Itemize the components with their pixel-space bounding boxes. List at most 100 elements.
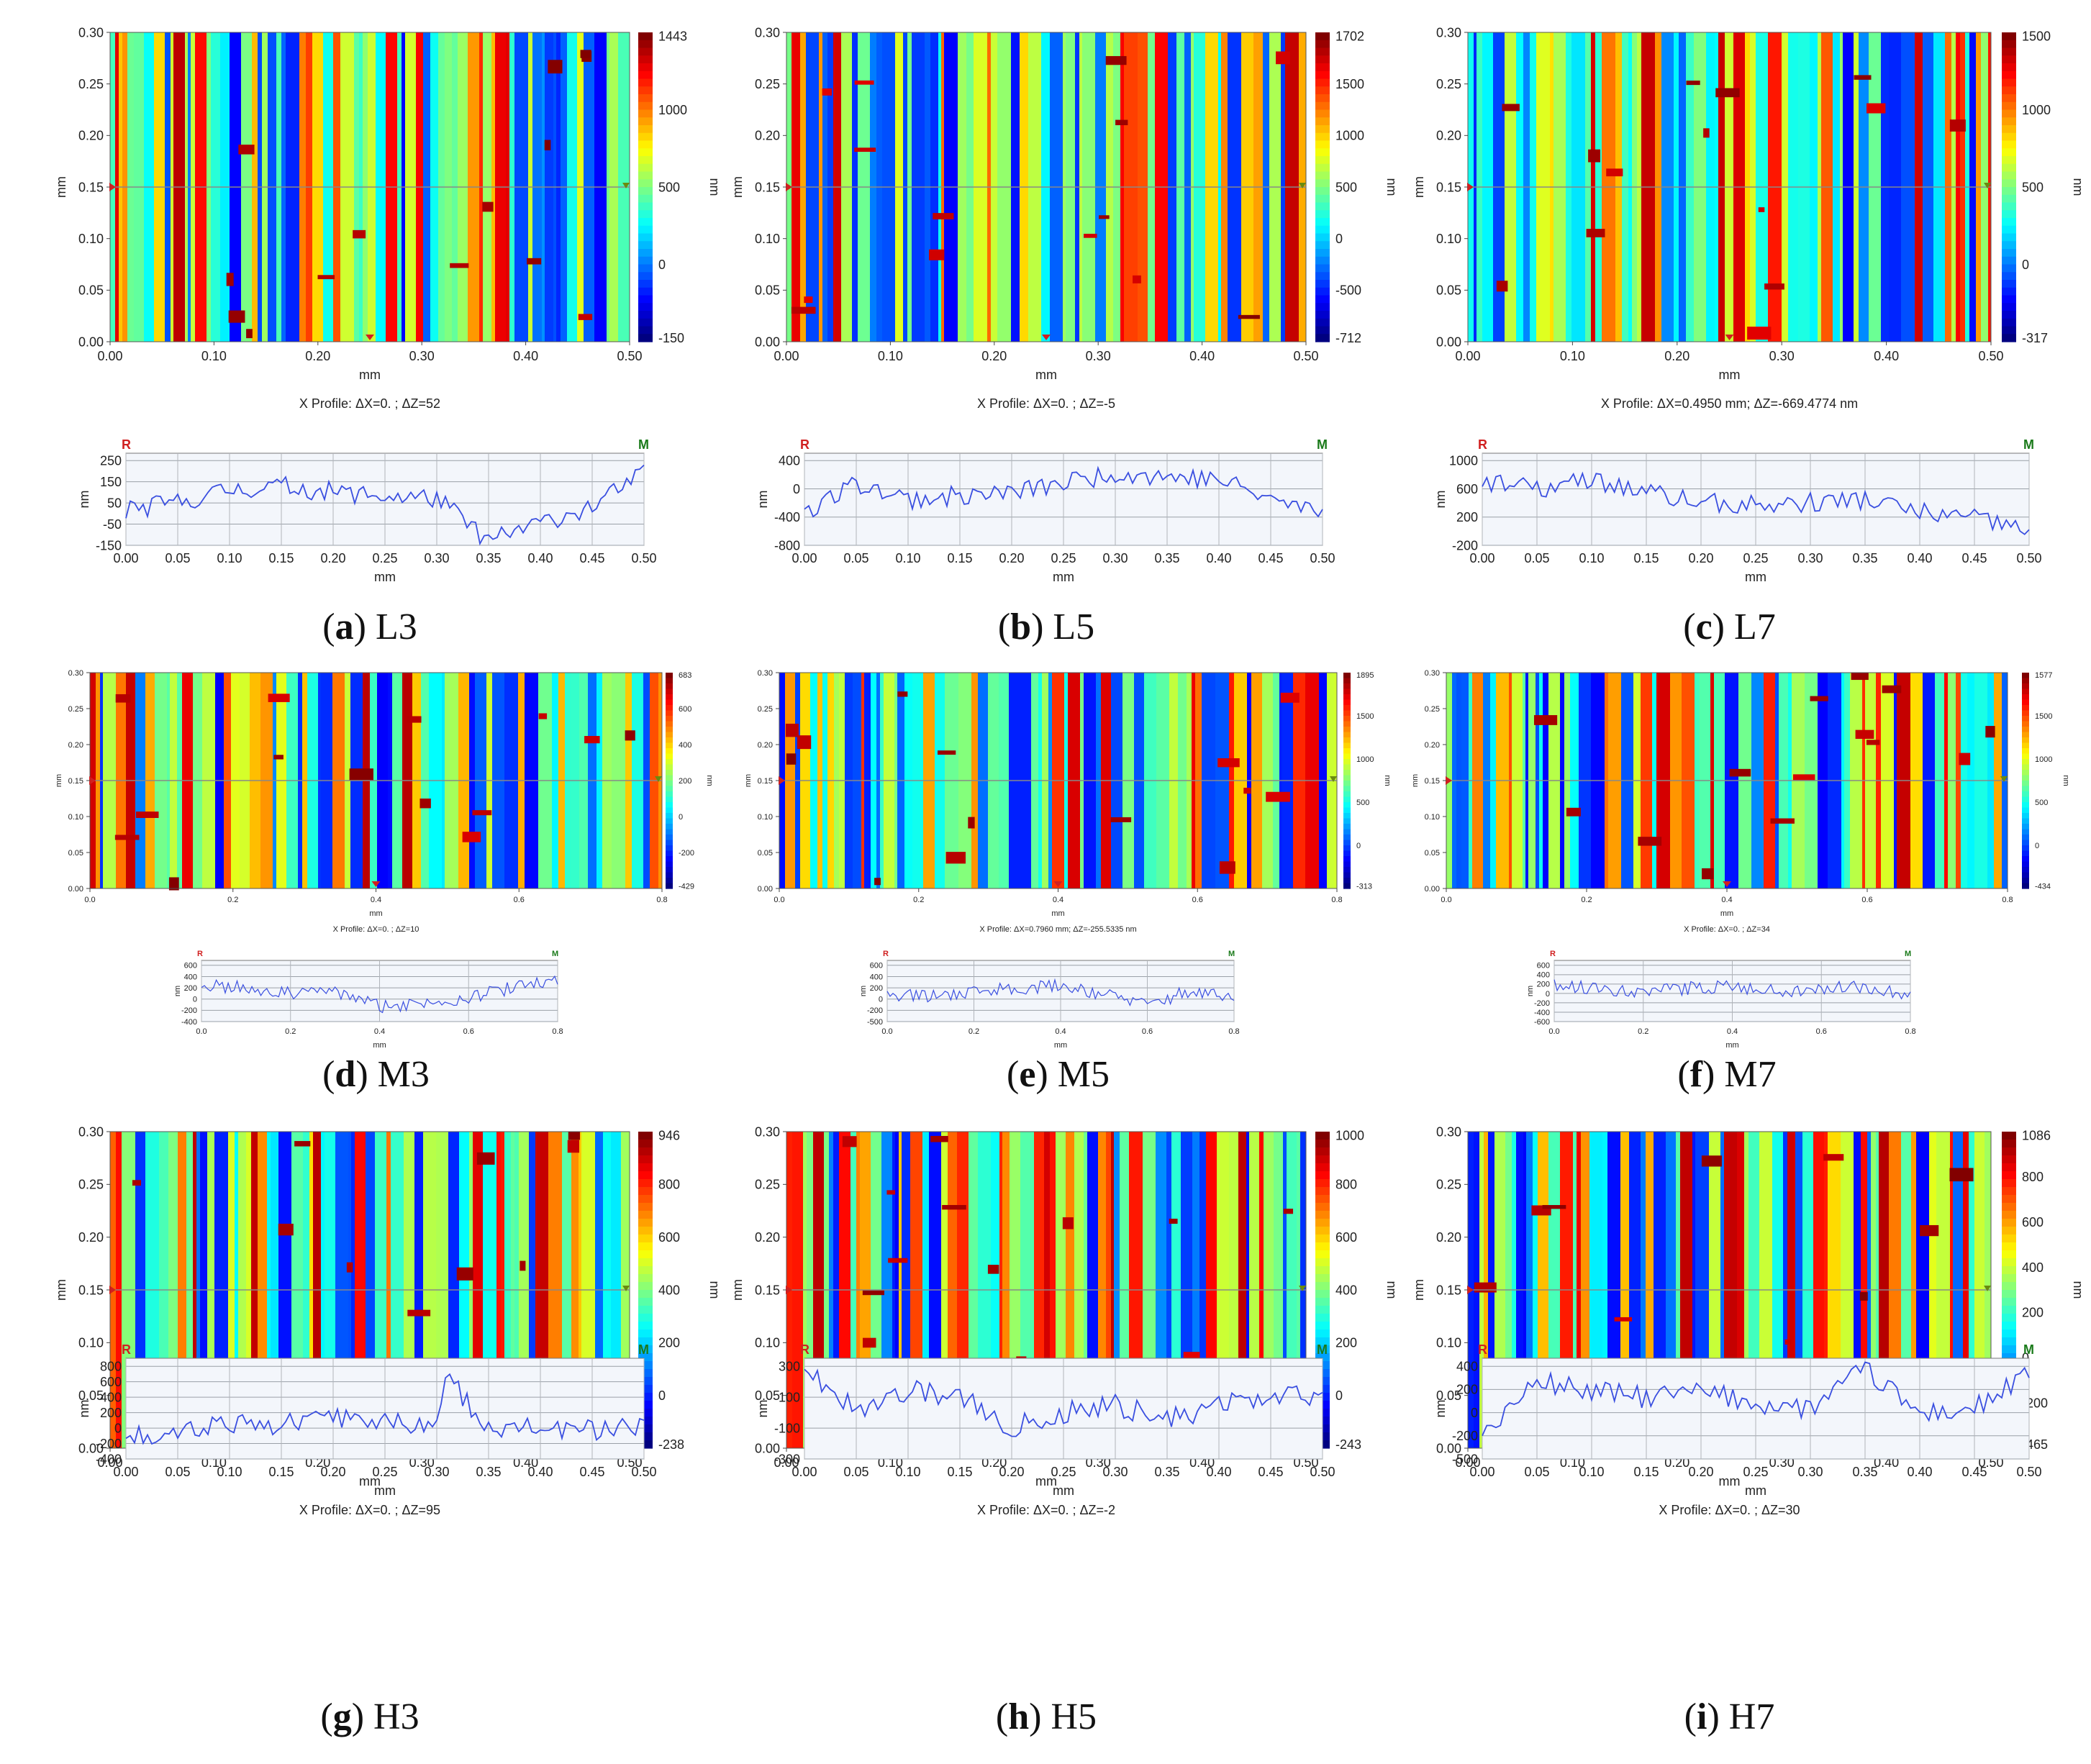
colorbar-step (2002, 94, 2016, 103)
colorbar-step (2002, 287, 2016, 296)
profile-x-tick-label: 0.25 (1743, 551, 1768, 565)
colorbar-step (2002, 326, 2016, 335)
profile-x-tick-label: 0.2 (285, 1027, 296, 1036)
colorbar-step (1343, 786, 1351, 792)
colorbar-step (2002, 1187, 2016, 1196)
colorbar-step (2002, 55, 2016, 64)
profile-marker-m: M (1317, 1342, 1328, 1357)
profile-line (886, 978, 1235, 1006)
profile-y-tick-label: -150 (96, 538, 122, 553)
colorbar-step (2002, 1155, 2016, 1164)
colorbar-step (2022, 770, 2029, 776)
caption-letter: a (335, 606, 354, 647)
colorbar-step (1343, 829, 1351, 835)
colorbar: 1702 1500 1000 500 0 -500 -712 nm (1315, 29, 1399, 345)
colorbar-step (2002, 256, 2016, 265)
heatmap-spot (1099, 215, 1110, 219)
y-tick-label: 0.10 (758, 813, 773, 822)
colorbar-step (638, 171, 653, 180)
y-tick-label: 0.25 (1436, 1178, 1461, 1192)
colorbar-step (638, 55, 653, 64)
profile-x-tick-label: 0.10 (217, 551, 242, 565)
profile-y-tick-label: 200 (100, 1406, 122, 1420)
heatmap-spot (114, 835, 140, 840)
y-tick-label: 0.10 (78, 232, 104, 246)
heatmap-spot (136, 811, 159, 819)
colorbar-step (1315, 1345, 1330, 1354)
colorbar-tick-label: -429 (679, 883, 694, 891)
profile-x-tick-label: 0.40 (1206, 1465, 1231, 1479)
heatmap-spot (1276, 51, 1290, 65)
heatmap-spot (888, 1258, 908, 1263)
x-profile-label: X Profile: ΔX=0. ; ΔZ=-2 (977, 1503, 1115, 1517)
colorbar-step (1315, 202, 1330, 211)
colorbar-step (666, 840, 673, 846)
y-tick-label: 0.25 (1436, 77, 1461, 91)
colorbar-step (638, 1282, 653, 1291)
heatmap (109, 32, 630, 342)
profile-x-tick-label: 0.05 (843, 1465, 868, 1479)
colorbar-tick-label: 1000 (2022, 103, 2051, 117)
profile-y-tick-label: 150 (100, 475, 122, 489)
colorbar-step (1315, 311, 1330, 319)
colorbar-step (2002, 303, 2016, 312)
heatmap-spot (294, 1141, 311, 1147)
colorbar-step (1315, 334, 1330, 342)
profile-y-tick-label: 0 (879, 996, 883, 1004)
colorbar-step (2002, 249, 2016, 258)
colorbar-step (638, 1211, 653, 1219)
colorbar-unit: nm (1383, 775, 1392, 786)
colorbar-step (638, 1314, 653, 1322)
colorbar-step (2022, 824, 2029, 830)
colorbar-step (1343, 742, 1351, 749)
cursor-marker-bottom (366, 335, 374, 340)
colorbar-step (2022, 835, 2029, 841)
x-tick-label: 0.10 (1560, 349, 1585, 363)
colorbar-step (2022, 818, 2029, 824)
colorbar-step (2022, 775, 2029, 781)
colorbar-step (2002, 1132, 2016, 1140)
x-tick-label: 0.8 (2002, 896, 2013, 904)
cursor-marker-bottom (1723, 881, 1731, 887)
profile-x-tick-label: 0.25 (372, 1465, 397, 1479)
colorbar-tick-label: 946 (658, 1129, 680, 1143)
colorbar-tick-label: 800 (658, 1178, 680, 1192)
colorbar-tick-label: 1577 (2035, 671, 2052, 680)
colorbar-step (1343, 850, 1351, 857)
colorbar-step (2022, 861, 2029, 868)
x-tick-label: 0.40 (1189, 349, 1215, 363)
heatmap-spot (1686, 81, 1700, 86)
colorbar-tick-label: 200 (1335, 1336, 1357, 1350)
cursor-marker-m (622, 183, 630, 188)
heatmap-spot (273, 755, 284, 760)
colorbar-step (638, 156, 653, 165)
profile-x-tick-label: 0.30 (1797, 551, 1823, 565)
profile-y-tick-label: -400 (774, 510, 800, 524)
colorbar-step (638, 1235, 653, 1243)
colorbar-step (1315, 249, 1330, 258)
caption-m5: (e) M5 (1007, 1054, 1110, 1095)
colorbar-step (1315, 1337, 1330, 1346)
colorbar-step (2002, 32, 2016, 41)
colorbar-step (2002, 1298, 2016, 1306)
colorbar-step (2022, 878, 2029, 884)
profile-x-tick-label: 0.35 (476, 551, 501, 565)
profile-y-axis-label: nm (77, 490, 91, 508)
y-tick-label: 0.00 (78, 335, 104, 349)
colorbar-step (2002, 1242, 2016, 1251)
colorbar-step (2002, 171, 2016, 180)
x-tick-label: 0.6 (1192, 896, 1203, 904)
colorbar-tick-label: 400 (2022, 1260, 2044, 1275)
heatmap-spot (862, 1290, 884, 1296)
x-tick-label: 0.50 (617, 349, 642, 363)
colorbar-step (1315, 140, 1330, 149)
profile-x-tick-label: 0.10 (895, 1465, 920, 1479)
colorbar-step (638, 47, 653, 56)
colorbar-step (1343, 791, 1351, 798)
profile-y-tick-label: 600 (870, 962, 883, 970)
profile-y-axis-label: nm (173, 986, 182, 996)
heatmap-spot (1920, 1224, 1939, 1237)
colorbar-step (2002, 1353, 2016, 1362)
colorbar-step (1343, 818, 1351, 824)
colorbar-step (1315, 63, 1330, 72)
